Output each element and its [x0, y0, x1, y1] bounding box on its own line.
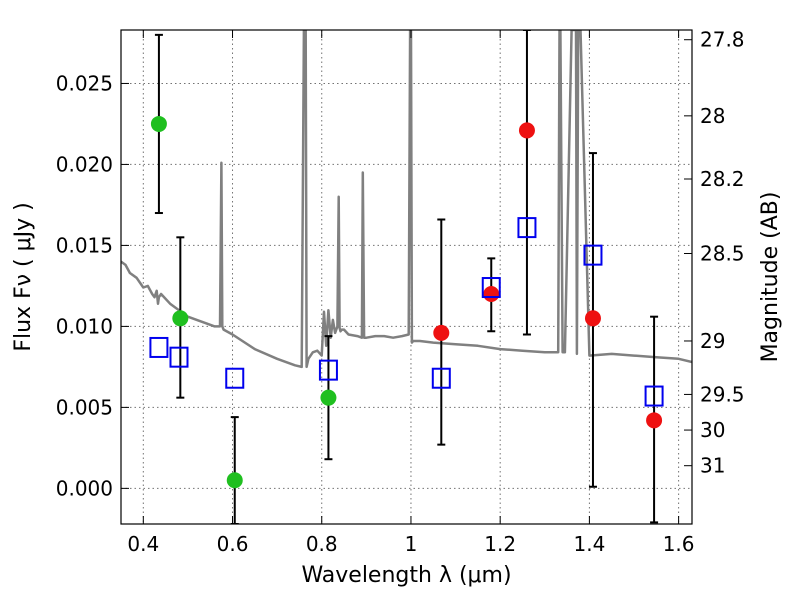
axis-ticks: 0.4 0.6 0.8 1 1.2 1.4 1.6 0.000 0.005 0.010 0.015 0… [56, 28, 745, 556]
x-tick-label: 1.4 [573, 532, 605, 556]
data-points-layer [149, 30, 664, 524]
data-point [518, 122, 535, 139]
y2-tick-label: 28 [700, 104, 725, 128]
data-point [172, 310, 189, 327]
data-point [226, 472, 243, 489]
y-tick-label: 0.015 [56, 233, 113, 257]
model-point [431, 367, 451, 389]
model-spectrum-layer [121, 30, 692, 369]
y2-tick-label: 28.2 [700, 167, 745, 191]
x-tick-label: 1.2 [484, 532, 516, 556]
y2-tick-label: 30 [700, 418, 725, 442]
model-point [481, 277, 501, 299]
x-tick-label: 1.6 [663, 532, 695, 556]
data-point [483, 286, 500, 303]
data-point [150, 115, 167, 132]
y2-tick-label: 27.8 [700, 28, 745, 52]
y2-tick-label: 31 [700, 454, 725, 478]
x-tick-label: 0.4 [127, 532, 159, 556]
data-point [320, 389, 337, 406]
y-tick-label: 0.010 [56, 314, 113, 338]
spectrum-line [121, 30, 692, 369]
y2-axis-label: Magnitude (AB) [758, 192, 783, 363]
model-point [517, 217, 537, 239]
x-tick-label: 0.6 [217, 532, 249, 556]
model-point [644, 385, 664, 407]
y-tick-label: 0.000 [56, 476, 113, 500]
grid-lines [121, 30, 692, 524]
data-point [646, 412, 663, 429]
model-point [318, 359, 338, 381]
model-point [169, 346, 189, 368]
x-axis-label: Wavelength λ (μm) [301, 563, 511, 588]
data-point [584, 310, 601, 327]
y-tick-label: 0.005 [56, 395, 113, 419]
y2-tick-label: 28.5 [700, 242, 745, 266]
y-tick-label: 0.020 [56, 152, 113, 176]
model-point [149, 336, 169, 358]
y2-tick-label: 29 [700, 329, 725, 353]
x-tick-label: 1 [405, 532, 418, 556]
model-point [583, 244, 603, 266]
model-point [225, 367, 245, 389]
data-point [433, 324, 450, 341]
y-tick-label: 0.025 [56, 71, 113, 95]
x-tick-label: 0.8 [306, 532, 338, 556]
y-axis-label: Flux Fν ( μJy ) [11, 202, 36, 351]
y2-tick-label: 29.5 [700, 382, 745, 406]
plot-frame [120, 29, 693, 525]
